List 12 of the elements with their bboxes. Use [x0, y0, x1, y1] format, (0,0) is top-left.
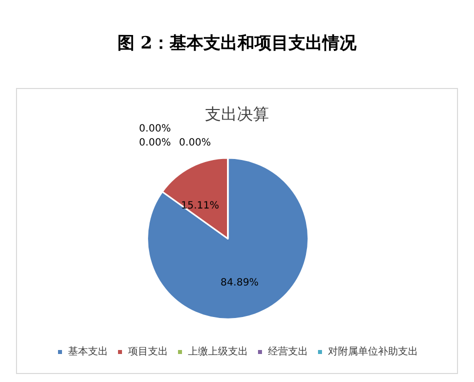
text: 0.00%: [179, 138, 211, 149]
text: 0.00%: [139, 124, 171, 135]
legend-label: 项目支出: [128, 346, 168, 358]
legend-label: 基本支出: [68, 346, 108, 358]
legend-label: 上缴上级支出: [188, 346, 248, 358]
text: 0.00%: [139, 138, 171, 149]
data-label: 15.11%: [180, 200, 220, 212]
legend-label: 对附属单位补助支出: [328, 346, 418, 358]
chart-subtitle: 支出决算: [205, 104, 269, 124]
legend-label: 经营支出: [268, 346, 308, 358]
data-label: 84.89%: [220, 278, 259, 289]
chart-title: 图 2：基本支出和项目支出情况: [118, 34, 358, 54]
